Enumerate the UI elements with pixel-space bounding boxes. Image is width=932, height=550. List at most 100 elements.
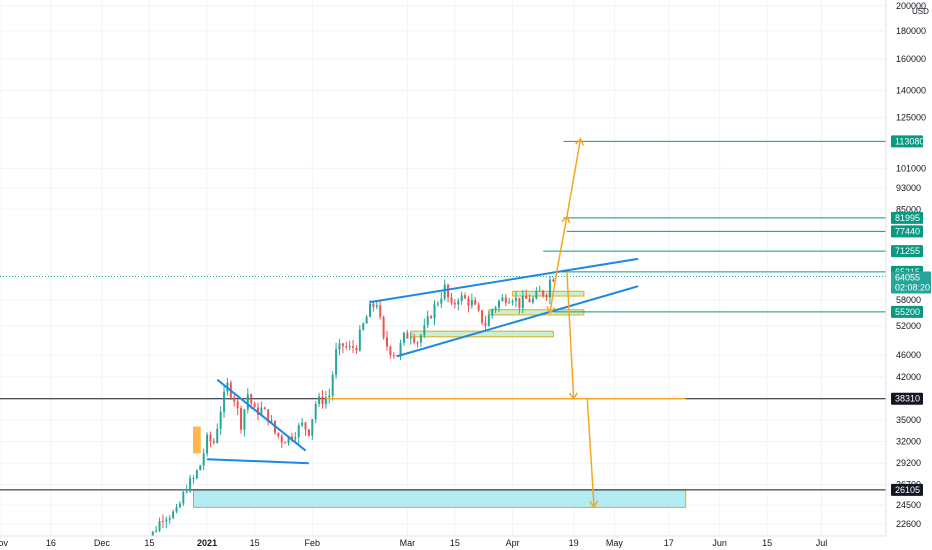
time-tick-label: Apr (506, 538, 520, 548)
candle-body (474, 299, 477, 305)
candle-body (372, 303, 375, 307)
candle-body (498, 300, 501, 308)
candle-body (409, 337, 412, 339)
time-tick-label: 16 (46, 538, 56, 548)
price-tick-label: 85000 (896, 204, 921, 214)
projection-arrow (566, 271, 575, 399)
candle-body (270, 420, 273, 422)
candle-body (477, 304, 480, 311)
candle-body (314, 403, 317, 420)
candle-body (318, 396, 321, 404)
candle-body (324, 397, 327, 404)
time-tick-label: 2021 (197, 538, 217, 548)
candle-body (243, 409, 246, 430)
candle-body (440, 298, 443, 304)
candle-body (233, 397, 236, 402)
candle-body (362, 323, 365, 330)
candle-body (481, 310, 484, 323)
last-price-badge (891, 271, 931, 294)
candle-body (385, 337, 388, 347)
candle-body (277, 432, 280, 437)
projection-arrow (586, 398, 595, 507)
candle-body (552, 279, 555, 282)
arrow-head (575, 137, 585, 146)
candle-body (382, 316, 385, 338)
time-tick-label: May (606, 538, 624, 548)
time-tick-label: Jul (816, 538, 828, 548)
candle-body (399, 342, 402, 357)
trend-line (396, 285, 639, 358)
price-badge (891, 211, 923, 224)
candle-body (426, 316, 429, 326)
candle-body (297, 425, 300, 438)
price-badge-label: 55200 (895, 307, 920, 317)
candle-body (250, 394, 253, 404)
candle-body (494, 307, 497, 310)
price-tick-label: 22600 (896, 519, 921, 529)
candle-body (450, 297, 453, 304)
candle-body (280, 436, 283, 443)
trend-line (216, 378, 307, 452)
time-tick-label: Feb (305, 538, 321, 548)
candle-body (209, 434, 212, 442)
candle-body (301, 422, 304, 426)
chart-candles (145, 275, 555, 550)
candle-body (548, 279, 551, 298)
candle-body (528, 298, 531, 303)
bar-countdown-label: 02:08:20 (895, 283, 930, 293)
price-tick-label: 200000 (896, 1, 926, 11)
candle-body (487, 315, 490, 327)
price-tick-label: 46000 (896, 350, 921, 360)
candle-body (521, 295, 524, 308)
candle-body (419, 335, 422, 343)
candle-body (212, 441, 215, 443)
time-tick-label: Jun (712, 538, 727, 548)
time-tick-label: 17 (664, 538, 674, 548)
time-axis-background[interactable] (0, 536, 886, 550)
candle-body (155, 530, 158, 532)
arrow-head (546, 306, 556, 315)
candle-body (460, 295, 463, 301)
candle-body (341, 343, 344, 347)
time-tick-label: Nov (0, 538, 8, 548)
candle-body (219, 411, 222, 429)
time-tick-label: 15 (250, 538, 260, 548)
candle-body (436, 303, 439, 305)
time-tick-label: 15 (144, 538, 154, 548)
price-badge (891, 392, 923, 405)
time-axis[interactable]: Nov 16 Dec 15 2021 15 Feb Mar 15 Apr 19 May 17 Jun 15 J… (0, 538, 827, 548)
trend-line (207, 458, 309, 465)
candle-body (263, 407, 266, 410)
candle-body (328, 395, 331, 398)
price-axis[interactable]: 200000 180000 160000 140000 125000 101000 9300… (896, 1, 926, 529)
candle-body (484, 322, 487, 327)
projection-arrow (566, 138, 582, 217)
zone-rect (192, 489, 687, 508)
candle-body (511, 300, 514, 303)
price-badges: 1130808199577440712556531555200383102610… (891, 135, 931, 496)
projection-arrow (555, 216, 568, 273)
chart-trendlines (207, 257, 639, 465)
price-badge (891, 483, 923, 496)
candle-body (321, 396, 324, 404)
candle-body (158, 521, 161, 531)
candle-body (406, 332, 409, 339)
candle-body (189, 478, 192, 492)
candle-body (294, 437, 297, 440)
price-tick-label: 24500 (896, 500, 921, 510)
candle-body (402, 332, 405, 343)
arrow-head (589, 500, 599, 509)
zone-rect (192, 426, 201, 454)
candle-body (304, 422, 307, 430)
price-tick-label: 42000 (896, 372, 921, 382)
candle-body (307, 429, 310, 436)
price-tick-label: 93000 (896, 183, 921, 193)
candle-body (311, 419, 314, 436)
time-tick-label: Mar (400, 538, 416, 548)
price-badge-label: 26105 (895, 485, 920, 495)
candle-body (413, 337, 416, 343)
price-tick-label: 35000 (896, 415, 921, 425)
candle-body (501, 297, 504, 301)
candle-body (545, 295, 548, 298)
